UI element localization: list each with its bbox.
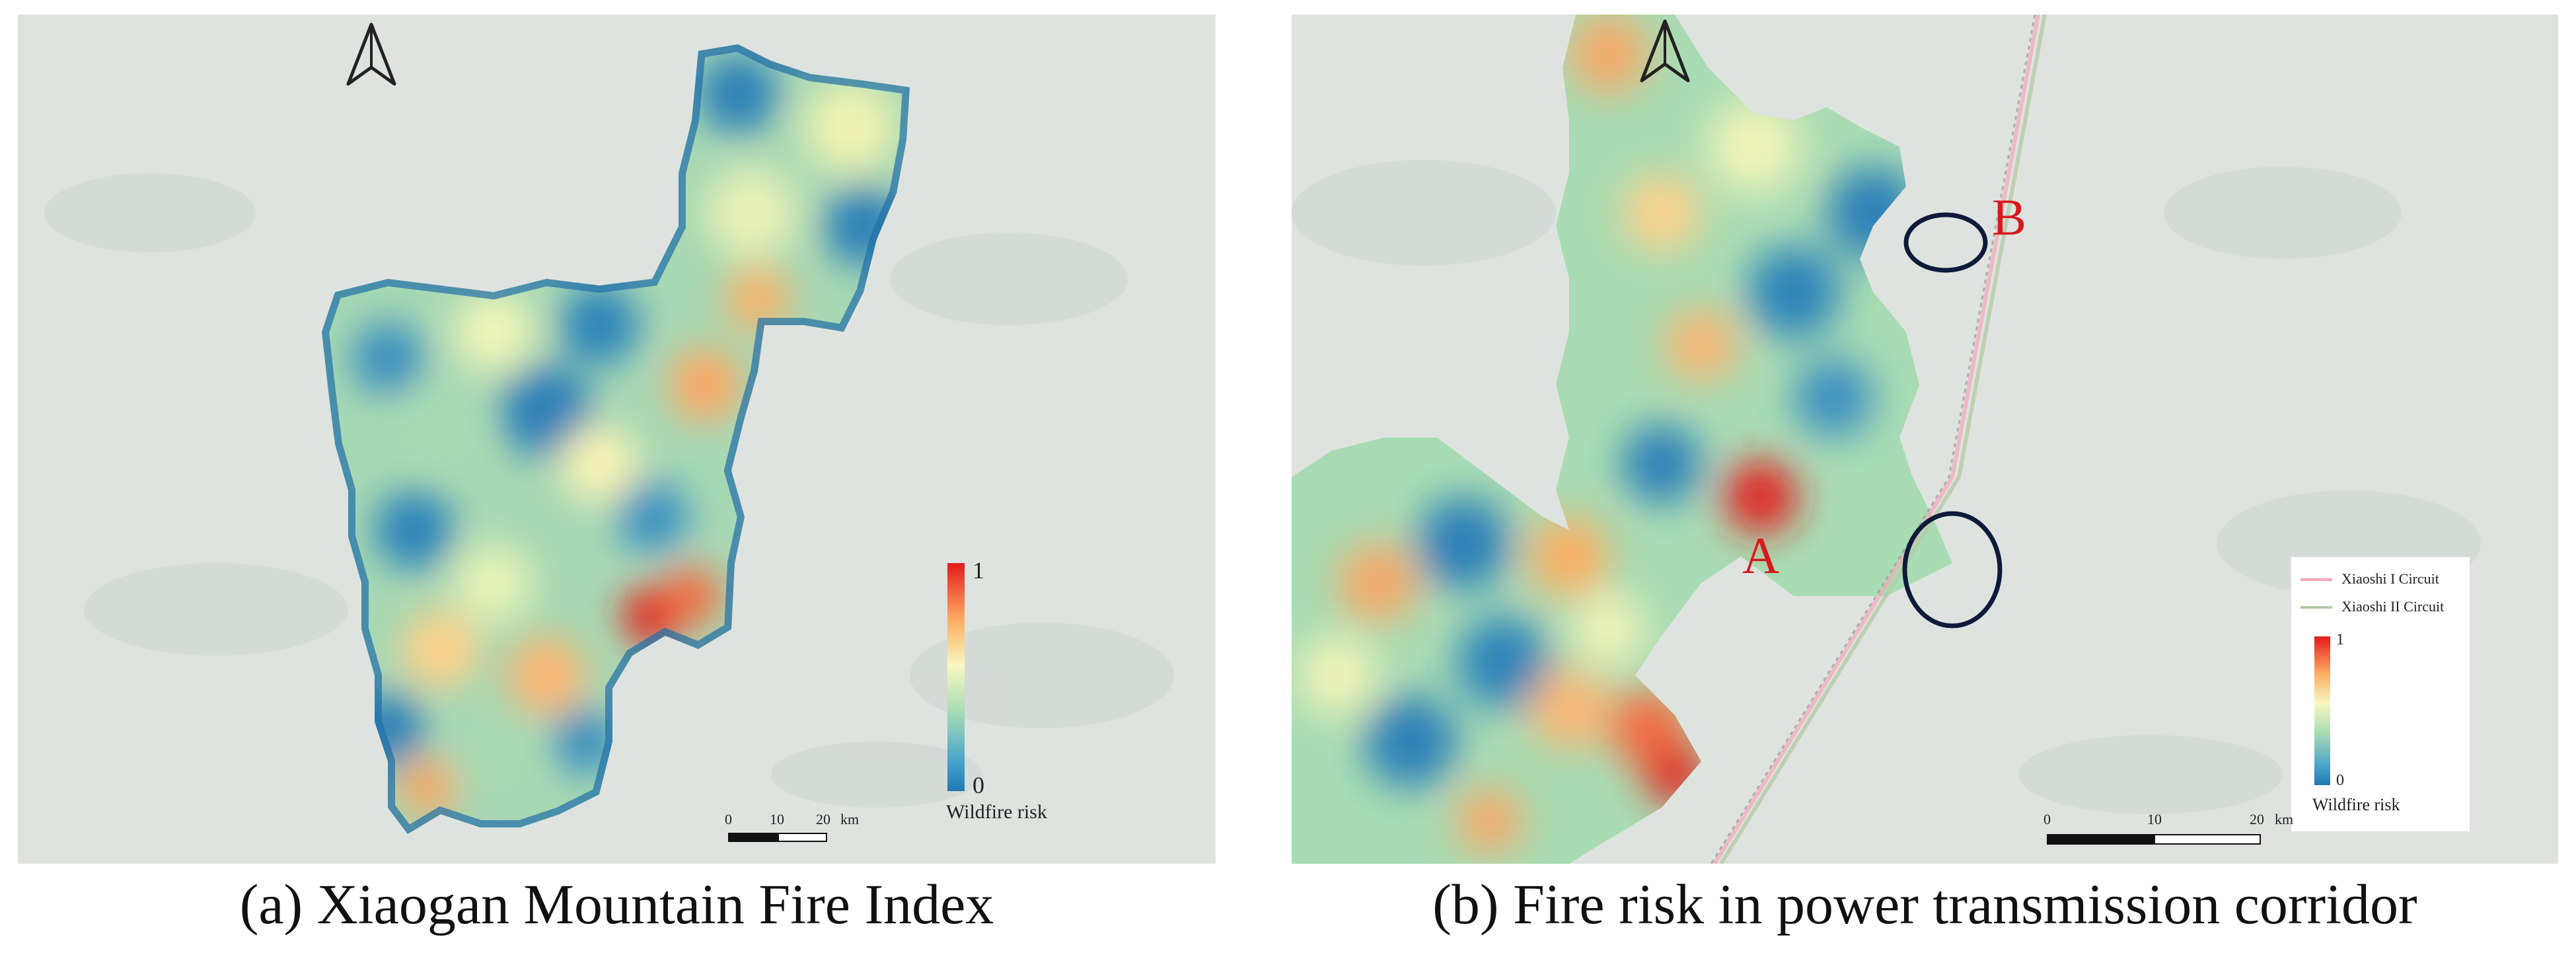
scale-tick-0-a: 0 — [725, 811, 732, 827]
map-panel-a: 1 0 Wildfire risk 0 10 20 km — [18, 15, 1216, 864]
line-swatch-xiaoshi-i — [2300, 578, 2332, 581]
colorbar-a — [947, 563, 965, 791]
xiaogan-fire-index-map — [18, 15, 1216, 864]
scale-unit-b: km — [2275, 811, 2294, 827]
legend-max-label-b: 1 — [2336, 631, 2344, 648]
scale-segment-light-b — [2154, 834, 2261, 845]
colorbar-b — [2314, 636, 2330, 785]
line-swatch-xiaoshi-ii — [2300, 606, 2332, 609]
north-arrow-icon — [1640, 19, 1690, 83]
map-panel-b: A B Xiaoshi I Circuit Xiaoshi II Circuit… — [1292, 15, 2558, 864]
legend-title-a: Wildfire risk — [946, 801, 1047, 823]
caption-panel-a: (a) Xiaogan Mountain Fire Index — [239, 872, 994, 936]
legend-line-label-xiaoshi-i: Xiaoshi I Circuit — [2341, 570, 2439, 587]
marker-label-a: A — [1742, 527, 1780, 584]
legend-b: Xiaoshi I Circuit Xiaoshi II Circuit 1 0… — [2291, 556, 2470, 832]
caption-panel-b: (b) Fire risk in power transmission corr… — [1432, 872, 2417, 936]
scale-tick-20-b: 20 — [2250, 811, 2264, 827]
legend-line-label-xiaoshi-ii: Xiaoshi II Circuit — [2341, 598, 2445, 615]
legend-min-label-b: 0 — [2336, 772, 2344, 789]
scale-segment-dark-a — [728, 833, 778, 842]
scale-tick-0-b: 0 — [2043, 811, 2051, 827]
legend-title-b: Wildfire risk — [2312, 795, 2400, 814]
marker-label-b: B — [1992, 188, 2027, 246]
scale-unit-a: km — [840, 811, 860, 827]
scale-segment-light-a — [778, 833, 827, 842]
legend-max-label-a: 1 — [973, 557, 984, 584]
scale-segment-dark-b — [2047, 834, 2154, 845]
scale-tick-10-a: 10 — [770, 811, 784, 827]
legend-min-label-a: 0 — [973, 772, 984, 798]
north-arrow-icon — [346, 22, 396, 86]
scale-tick-20-a: 20 — [816, 811, 830, 827]
legend-line-xiaoshi-i: Xiaoshi I Circuit — [2300, 570, 2466, 589]
marker-circle-b — [1903, 212, 1988, 273]
scale-tick-10-b: 10 — [2147, 811, 2162, 827]
corridor-fire-risk-map — [1292, 15, 2558, 864]
marker-circle-a — [1902, 511, 2003, 629]
legend-line-xiaoshi-ii: Xiaoshi II Circuit — [2300, 598, 2466, 617]
